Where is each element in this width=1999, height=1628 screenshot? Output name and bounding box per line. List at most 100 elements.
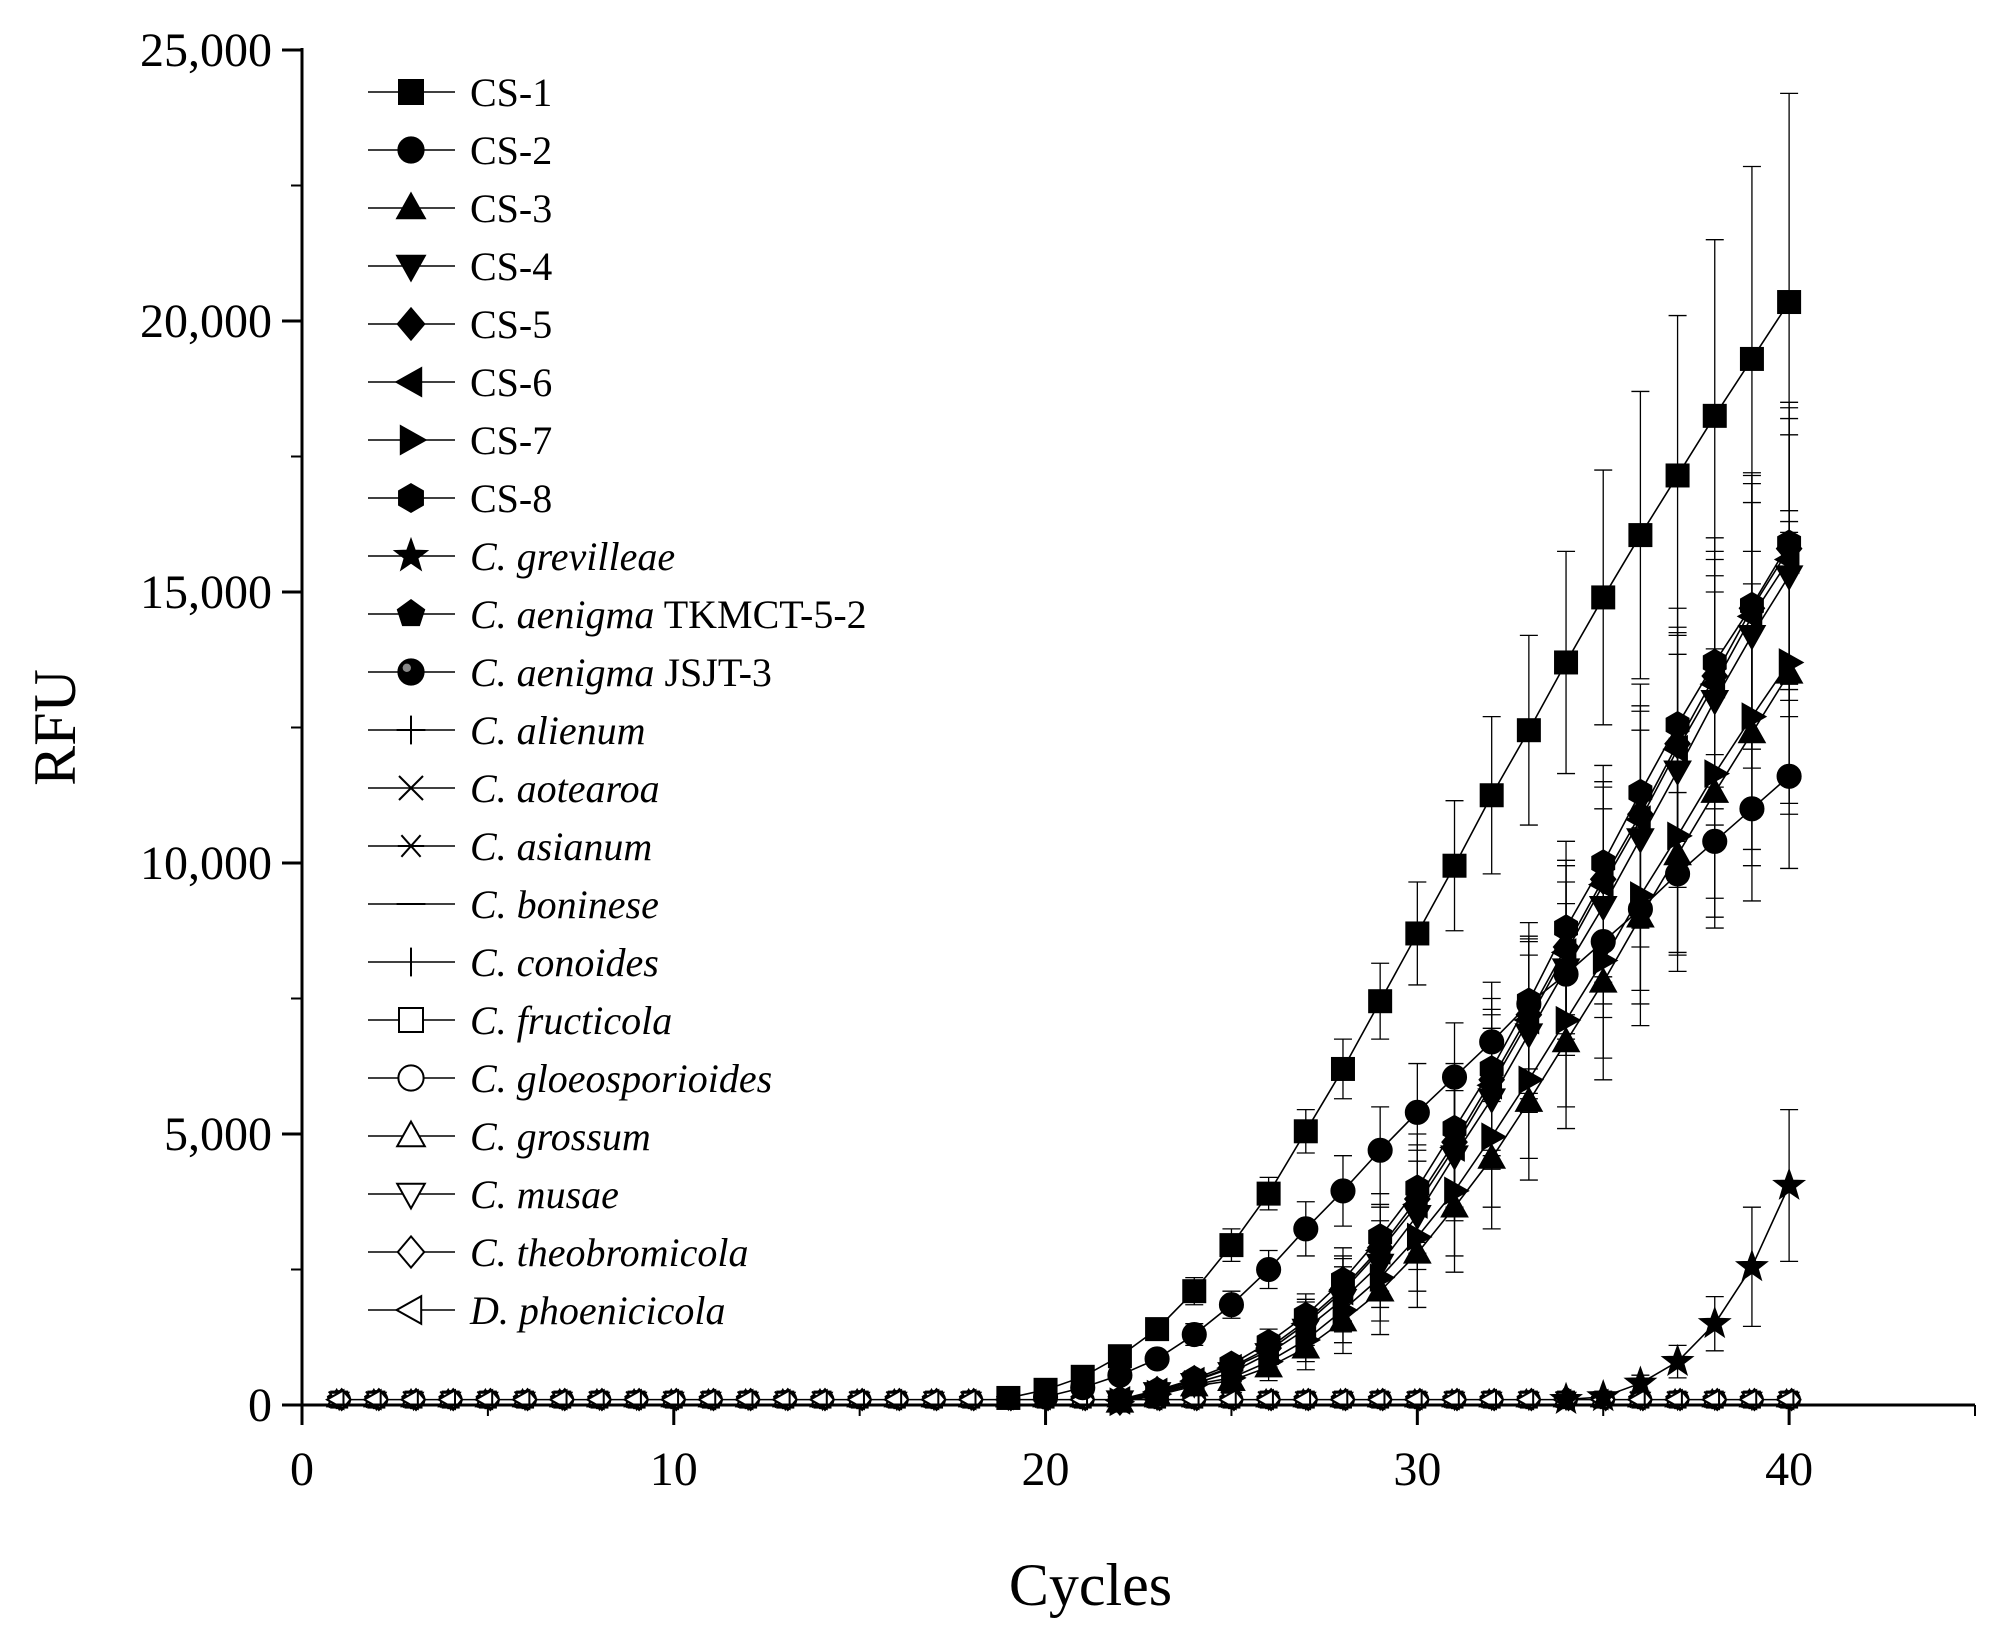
legend-label: C. asianum: [470, 824, 652, 869]
legend-entry-cs-8: CS-8: [368, 476, 552, 521]
data-point: [1777, 529, 1802, 558]
data-point: [1704, 759, 1730, 788]
legend-entry-cs-2: CS-2: [368, 128, 552, 173]
legend-entry-c-grevilleae: C. grevilleae: [368, 534, 675, 579]
legend-marker: [398, 483, 424, 513]
legend-label-part: C. boninese: [470, 882, 659, 927]
data-point: [1623, 1365, 1658, 1398]
data-point: [1778, 648, 1805, 677]
data-point: [1625, 805, 1651, 834]
legend-entry-cs-7: CS-7: [368, 418, 552, 463]
data-point: [1516, 718, 1541, 743]
legend-entry-cs-6: CS-6: [368, 360, 552, 405]
legend-label: C. aenigma TKMCT-5-2: [470, 592, 867, 637]
data-point: [1295, 1325, 1322, 1355]
legend-label: CS-4: [470, 244, 552, 289]
data-point: [1479, 783, 1504, 808]
legend-marker: [396, 306, 426, 342]
data-point: [1591, 585, 1616, 610]
marker-highlight: [402, 663, 411, 672]
data-point: [1256, 1328, 1281, 1357]
data-point: [1739, 591, 1764, 620]
legend-label-part: C. conoides: [470, 940, 659, 985]
data-point: [1772, 1167, 1807, 1200]
legend-label-part: CS-3: [470, 186, 552, 231]
x-axis-title: Cycles: [1009, 1552, 1172, 1618]
data-point: [1256, 1181, 1281, 1206]
data-point: [1404, 1099, 1430, 1125]
legend-marker: [394, 366, 423, 398]
legend-label-part: TKMCT-5-2: [654, 592, 866, 637]
data-point: [1665, 463, 1690, 488]
data-point: [1405, 921, 1430, 946]
data-point: [1777, 290, 1802, 315]
legend-label: C. aenigma JSJT-3: [470, 650, 772, 695]
data-point: [1741, 702, 1768, 732]
data-point: [1182, 1279, 1207, 1304]
legend-entry-d-phoenicicola: D. phoenicicola: [368, 1288, 726, 1333]
data-point: [1219, 1350, 1244, 1379]
legend-marker: [398, 775, 424, 801]
legend-label-part: JSJT-3: [654, 650, 771, 695]
data-point: [1107, 1362, 1133, 1388]
legend-label: D. phoenicicola: [469, 1288, 726, 1333]
legend-label-part: CS-5: [470, 302, 552, 347]
data-point: [1442, 1114, 1467, 1143]
legend-entry-c-alienum: C. alienum: [368, 708, 646, 753]
legend-marker: [397, 658, 425, 686]
marker-body: [397, 658, 425, 686]
y-axis-title: RFU: [22, 669, 88, 786]
data-point: [1586, 1379, 1621, 1412]
legend-label-part: C. fructicola: [470, 998, 672, 1043]
data-point: [1702, 648, 1727, 677]
legend-label-part: C. gloeosporioides: [470, 1056, 772, 1101]
data-point: [1662, 734, 1688, 764]
y-tick-label: 10,000: [140, 837, 272, 890]
data-point: [1481, 1122, 1507, 1152]
data-point: [1144, 1346, 1170, 1372]
data-point: [1630, 881, 1656, 910]
series-line: [1119, 575, 1790, 1402]
legend-label-part: CS-2: [470, 128, 552, 173]
legend-label: C. boninese: [470, 882, 659, 927]
legend-marker: [395, 191, 427, 220]
data-point: [1331, 1266, 1355, 1295]
legend-label-part: C. aotearoa: [470, 766, 660, 811]
legend-label: CS-3: [470, 186, 552, 231]
legend-label-part: C. grossum: [470, 1114, 651, 1159]
y-tick-label: 20,000: [140, 295, 272, 348]
legend-label-part: C. theobromicola: [470, 1230, 749, 1275]
data-point: [1667, 821, 1693, 851]
legend-entry-c-boninese: C. boninese: [368, 882, 659, 927]
legend-label-part: D. phoenicicola: [469, 1288, 726, 1333]
data-point: [1587, 870, 1614, 900]
data-point: [1591, 849, 1616, 877]
legend-entry-cs-5: CS-5: [368, 302, 552, 347]
legend-label: CS-7: [470, 418, 552, 463]
series-c-grevilleae: [1549, 1108, 1807, 1414]
series-line: [1008, 301, 1790, 1399]
data-point: [1628, 523, 1653, 548]
data-point: [1182, 1365, 1207, 1393]
legend-entry-cs-1: CS-1: [368, 70, 552, 115]
legend-label: C. fructicola: [470, 998, 672, 1043]
legend-entry-c-aenigma-tkmct-5-2: C. aenigma TKMCT-5-2: [368, 592, 867, 637]
legend-label: C. conoides: [470, 940, 659, 985]
legend-marker: [396, 715, 426, 745]
legend-label: C. alienum: [470, 708, 646, 753]
data-point: [1293, 1216, 1319, 1242]
x-tick-label: 0: [290, 1443, 314, 1496]
y-tick-label: 15,000: [140, 566, 272, 619]
legend-marker: [395, 1119, 427, 1148]
data-point: [1628, 778, 1653, 807]
legend-marker: [399, 424, 428, 456]
legend-label: C. musae: [470, 1172, 619, 1217]
legend-entry-c-aenigma-jsjt-3: C. aenigma JSJT-3: [368, 650, 772, 695]
legend-entry-c-conoides: C. conoides: [368, 940, 659, 985]
data-point: [1332, 1295, 1359, 1325]
legend-entry-c-theobromicola: C. theobromicola: [368, 1230, 749, 1275]
legend-marker: [395, 254, 427, 283]
marker-stroke: [398, 775, 424, 801]
x-tick-label: 20: [1022, 1443, 1070, 1496]
